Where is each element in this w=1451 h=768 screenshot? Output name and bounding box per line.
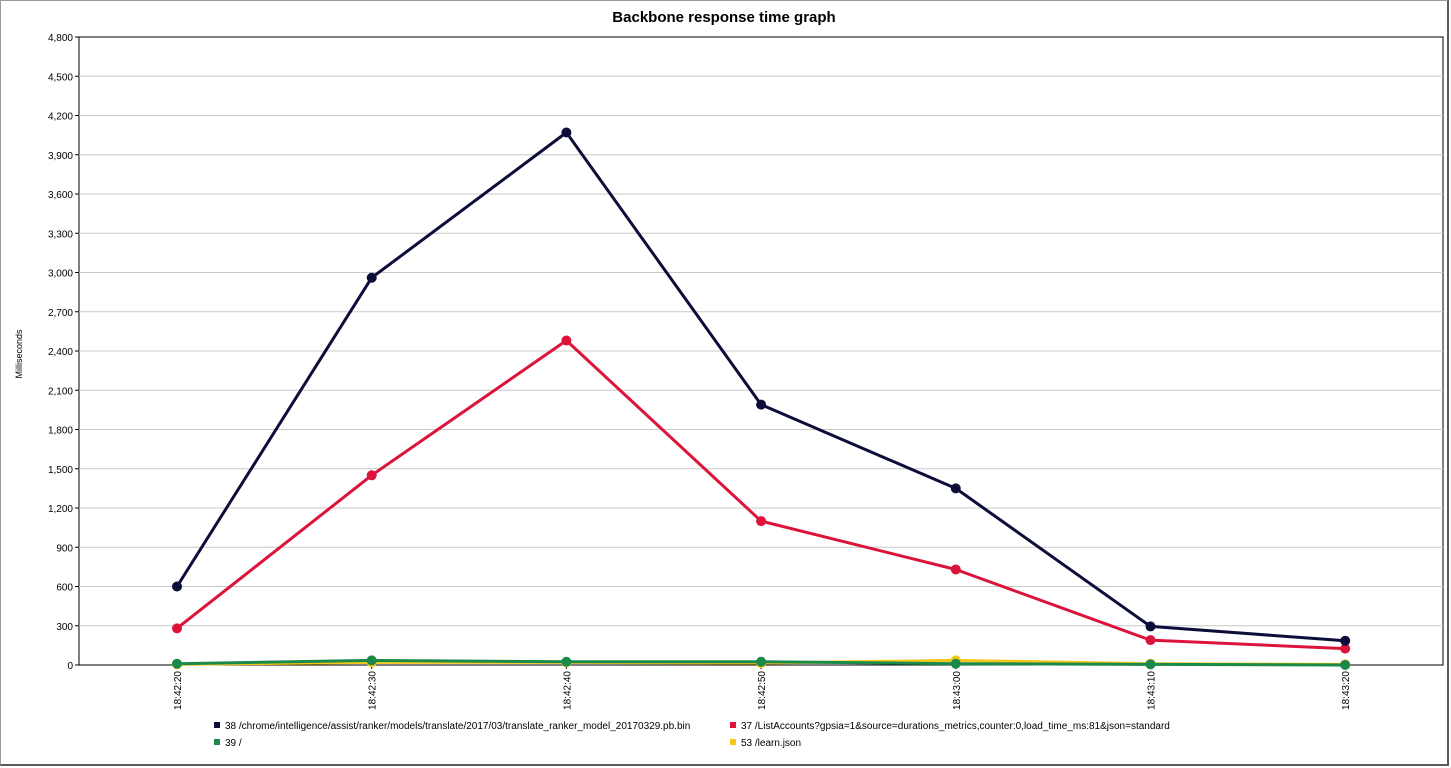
y-tick-label: 3,300 <box>48 229 73 240</box>
data-point <box>950 483 961 494</box>
y-tick-label: 4,500 <box>48 72 73 83</box>
data-point <box>172 581 182 592</box>
x-tick-label: 18:42:40 <box>562 671 573 710</box>
x-tick-label: 18:42:50 <box>757 671 768 710</box>
data-point <box>756 656 767 667</box>
data-point <box>1340 660 1351 670</box>
series-lines <box>172 127 1351 670</box>
x-axis-ticks: 18:42:20 18:42:30 18:42:40 18:42:50 18:43:00… <box>173 665 1352 710</box>
y-tick-label: 600 <box>56 583 73 594</box>
y-tick-label: 3,000 <box>48 269 73 280</box>
x-tick-label: 18:43:00 <box>952 671 963 710</box>
data-point <box>1145 659 1156 670</box>
y-tick-label: 0 <box>67 661 73 672</box>
y-axis-label: Milliseconds <box>14 329 24 379</box>
y-tick-label: 3,900 <box>48 151 73 162</box>
legend-swatch <box>730 722 736 728</box>
y-axis-ticks: 0 300 600 900 1,200 1,500 1,800 2,100 2,400 2,700… <box>48 33 79 672</box>
data-point <box>756 399 767 410</box>
y-tick-label: 4,800 <box>48 33 73 44</box>
data-point <box>366 272 377 283</box>
legend-entry: 53 /learn.json <box>741 738 801 749</box>
x-tick-label: 18:43:20 <box>1341 671 1352 710</box>
legend-entry: 37 /ListAccounts?gpsia=1&source=duration… <box>741 721 1170 732</box>
y-tick-label: 1,200 <box>48 504 73 515</box>
data-point <box>172 623 182 634</box>
chart-title: Backbone response time graph <box>612 9 835 26</box>
data-point <box>1340 643 1351 654</box>
y-tick-label: 300 <box>56 622 73 633</box>
y-tick-label: 1,800 <box>48 426 73 437</box>
data-point <box>756 516 767 527</box>
y-tick-label: 2,100 <box>48 386 73 397</box>
legend: 38 /chrome/intelligence/assist/ranker/mo… <box>214 721 1170 749</box>
data-point <box>950 564 961 575</box>
legend-swatch <box>730 739 736 745</box>
x-tick-label: 18:43:10 <box>1147 671 1158 710</box>
y-tick-label: 2,700 <box>48 308 73 319</box>
x-tick-label: 18:42:20 <box>173 671 184 710</box>
data-point <box>1145 635 1156 646</box>
data-point <box>950 658 961 669</box>
y-tick-label: 3,600 <box>48 190 73 201</box>
data-point <box>561 127 572 138</box>
y-tick-label: 1,500 <box>48 465 73 476</box>
legend-entry: 38 /chrome/intelligence/assist/ranker/mo… <box>225 721 690 732</box>
data-point <box>366 655 377 666</box>
data-point <box>1340 635 1351 646</box>
data-point <box>1145 621 1156 632</box>
legend-entry: 39 / <box>225 738 242 749</box>
y-tick-label: 900 <box>56 543 73 554</box>
legend-swatch <box>214 722 220 728</box>
y-tick-label: 4,200 <box>48 112 73 123</box>
data-point <box>172 658 182 669</box>
data-point <box>561 335 572 346</box>
y-tick-label: 2,400 <box>48 347 73 358</box>
data-point <box>366 470 377 481</box>
x-tick-label: 18:42:30 <box>368 671 379 710</box>
legend-swatch <box>214 739 220 745</box>
data-point <box>561 656 572 667</box>
grid-lines <box>79 75 1443 627</box>
